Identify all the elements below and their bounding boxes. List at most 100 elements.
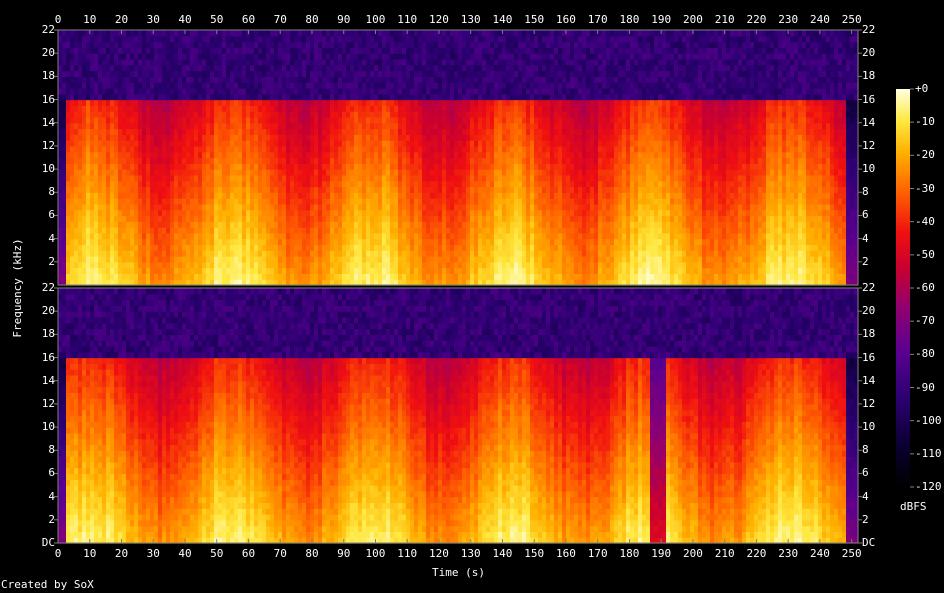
- x-tick-bottom-100: 100: [365, 547, 386, 560]
- y-tick-right-ch1-10: 10: [862, 162, 876, 176]
- x-tick-bottom-240: 240: [809, 547, 830, 560]
- x-tick-bottom-120: 120: [429, 547, 449, 560]
- x-tick-top-230: 230: [778, 13, 799, 26]
- x-tick-top-200: 200: [682, 13, 703, 26]
- y-tick-left-ch2-4: 4: [48, 489, 55, 503]
- y-tick-left-ch2-22: 22: [41, 281, 55, 294]
- x-tick-top-20: 20: [114, 13, 129, 26]
- x-tick-bottom-70: 70: [273, 547, 287, 560]
- y-tick-right-ch2-8: 8: [862, 443, 869, 457]
- y-tick-left-ch2-DC: DC: [41, 536, 55, 549]
- x-tick-top-50: 50: [210, 13, 224, 26]
- x-tick-top-250: 250: [841, 13, 862, 26]
- colorbar-unit-label: dBFS: [900, 500, 927, 513]
- x-tick-bottom-20: 20: [114, 547, 129, 560]
- y-tick-left-ch1-6: 6: [48, 208, 55, 222]
- y-tick-left-ch1-20: 20: [41, 46, 55, 60]
- x-tick-top-100: 100: [365, 13, 386, 26]
- colorbar-tick--60: -60: [915, 281, 935, 294]
- x-tick-bottom-10: 10: [83, 547, 97, 560]
- x-tick-bottom-180: 180: [619, 547, 640, 560]
- x-tick-top-10: 10: [83, 13, 97, 26]
- x-tick-bottom-130: 130: [460, 547, 481, 560]
- y-tick-left-ch1-10: 10: [41, 162, 55, 176]
- x-tick-bottom-40: 40: [178, 547, 192, 560]
- colorbar-tick--40: -40: [915, 214, 935, 228]
- y-tick-left-ch2-20: 20: [41, 304, 55, 318]
- y-tick-right-ch1-2: 2: [862, 254, 869, 268]
- y-tick-right-ch1-18: 18: [862, 69, 876, 83]
- y-tick-left-ch2-6: 6: [48, 466, 55, 480]
- x-tick-bottom-150: 150: [524, 547, 545, 560]
- y-tick-left-ch2-18: 18: [41, 327, 55, 341]
- colorbar: [896, 89, 910, 487]
- colorbar-tick--90: -90: [915, 380, 935, 394]
- y-tick-left-ch1-4: 4: [48, 231, 55, 245]
- channel-2-frame: [57, 287, 859, 544]
- x-tick-bottom-170: 170: [587, 547, 608, 560]
- x-tick-top-40: 40: [178, 13, 192, 26]
- x-tick-bottom-80: 80: [305, 547, 319, 560]
- x-tick-top-220: 220: [746, 13, 767, 26]
- x-tick-bottom-220: 220: [746, 547, 767, 560]
- x-tick-bottom-0: 0: [54, 547, 62, 560]
- y-tick-right-ch1-8: 8: [862, 185, 869, 199]
- x-tick-bottom-50: 50: [210, 547, 224, 560]
- x-tick-bottom-140: 140: [492, 547, 513, 560]
- channel-1-spectrogram: [58, 30, 859, 286]
- y-tick-right-ch1-12: 12: [862, 138, 876, 152]
- colorbar-tick--30: -30: [915, 181, 935, 195]
- y-tick-right-ch1-6: 6: [862, 208, 869, 222]
- y-tick-left-ch2-16: 16: [41, 350, 55, 364]
- y-tick-left-ch1-16: 16: [41, 92, 55, 106]
- colorbar-tick--80: -80: [915, 347, 935, 361]
- y-tick-right-ch1-22: 22: [862, 23, 876, 36]
- y-tick-left-ch1-18: 18: [41, 69, 55, 83]
- y-tick-right-ch1-16: 16: [862, 92, 876, 106]
- x-tick-top-60: 60: [241, 13, 256, 26]
- y-tick-left-ch1-14: 14: [41, 115, 55, 129]
- x-tick-bottom-230: 230: [778, 547, 799, 560]
- y-tick-left-ch1-8: 8: [48, 185, 55, 199]
- y-tick-left-ch2-14: 14: [41, 373, 55, 387]
- x-tick-top-150: 150: [524, 13, 545, 26]
- colorbar-tick--100: -100: [915, 413, 942, 427]
- x-tick-top-70: 70: [273, 13, 287, 26]
- x-tick-bottom-90: 90: [337, 547, 351, 560]
- channel-1-frame: [57, 29, 859, 286]
- y-tick-right-ch2-14: 14: [862, 373, 876, 387]
- x-tick-top-190: 190: [651, 13, 672, 26]
- x-axis-title: Time (s): [432, 566, 485, 579]
- x-tick-bottom-250: 250: [841, 547, 862, 560]
- x-tick-bottom-160: 160: [555, 547, 576, 560]
- y-tick-left-ch2-10: 10: [41, 420, 55, 434]
- x-tick-top-160: 160: [555, 13, 576, 26]
- x-tick-bottom-190: 190: [651, 547, 672, 560]
- colorbar-tick--20: -20: [915, 148, 935, 162]
- y-tick-right-ch2-2: 2: [862, 512, 869, 526]
- y-tick-right-ch2-4: 4: [862, 489, 869, 503]
- x-tick-bottom-30: 30: [146, 547, 160, 560]
- x-tick-bottom-210: 210: [714, 547, 735, 560]
- y-tick-left-ch2-2: 2: [48, 512, 55, 526]
- x-tick-top-180: 180: [619, 13, 640, 26]
- y-tick-left-ch2-8: 8: [48, 443, 55, 457]
- y-tick-right-ch1-4: 4: [862, 231, 869, 245]
- colorbar-tick--50: -50: [915, 247, 935, 261]
- y-tick-right-ch2-10: 10: [862, 420, 876, 434]
- colorbar-tick--70: -70: [915, 314, 935, 328]
- y-tick-right-ch2-16: 16: [862, 350, 876, 364]
- x-tick-bottom-60: 60: [241, 547, 256, 560]
- y-tick-right-ch2-6: 6: [862, 466, 869, 480]
- y-tick-right-ch2-DC: DC: [862, 536, 876, 549]
- x-tick-top-240: 240: [809, 13, 830, 26]
- x-tick-top-120: 120: [429, 13, 449, 26]
- x-tick-top-90: 90: [337, 13, 351, 26]
- x-tick-top-80: 80: [305, 13, 319, 26]
- x-tick-top-110: 110: [397, 13, 418, 26]
- channel-2-spectrogram: [58, 288, 859, 544]
- created-by-credit: Created by SoX: [1, 578, 94, 591]
- y-tick-right-ch2-18: 18: [862, 327, 876, 341]
